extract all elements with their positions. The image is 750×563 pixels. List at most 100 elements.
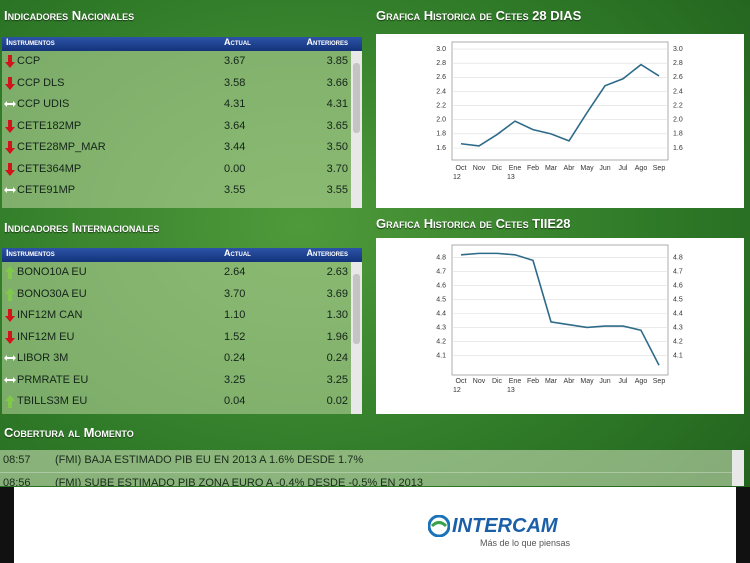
table-row: CCP UDIS 4.31 4.31 [2,94,362,116]
arrow-down [5,141,15,154]
plot-area [451,244,669,376]
column-header: Actual [224,248,251,258]
news-time: 08:56 [3,476,31,487]
y-tick-label: 4.7 [436,268,446,275]
actual-value: 3.64 [224,119,246,132]
y-tick-label-right: 2.2 [673,102,683,109]
previous-value: 2.63 [326,266,348,278]
instrument-name: TBILLS3M EU [17,395,88,407]
instrument-name: PRMRATE EU [17,373,89,386]
x-tick-label: Nov [473,378,486,385]
arrow-down [5,330,15,344]
actual-value: 0.04 [224,395,246,407]
y-tick-label: 4.5 [436,296,446,303]
trend-icon [5,395,15,408]
instrument-name: CCP DLS [17,76,65,89]
chart-title: Grafica Historica de Cetes TIIE28 [376,216,571,231]
y-tick-label: 2.2 [436,102,446,109]
section-title: Indicadores Nacionales [4,8,135,23]
y-tick-label: 4.1 [436,352,446,359]
instrument-name: INF12M EU [17,330,75,343]
table-row: CETE182MP 3.64 3.65 [2,116,362,138]
x-tick-label: Mar [545,378,558,385]
y-tick-label-right: 4.8 [673,254,683,261]
y-tick-label-right: 1.6 [673,145,683,152]
trend-icon [5,141,15,154]
trend-icon [4,101,16,107]
y-tick-label: 2.6 [436,74,446,81]
trend-icon [5,330,15,344]
y-tick-label-right: 4.7 [673,268,683,275]
x-tick-label: Ene [509,165,522,172]
table-row: BONO30A EU 3.70 3.69 [2,284,362,306]
arrow-down [5,55,15,68]
table-row: CETE28MP_MAR 3.44 3.50 [2,137,362,159]
arrow-flat [4,187,16,193]
instrument-name: CETE364MP [17,162,82,175]
y-tick-label-right: 4.5 [673,296,683,303]
news-list: 08:57 (FMI) BAJA ESTIMADO PIB EU EN 2013 … [0,450,744,486]
y-tick-label-right: 1.8 [673,131,683,138]
news-time: 08:57 [3,454,31,466]
year-label: 13 [507,174,515,181]
instrument-name: CETE91MP [17,184,76,196]
table-header: Instrumentos Actual Anteriores [2,248,362,262]
table-header: Instrumentos Actual Anteriores [2,37,362,51]
table-row: CCP DLS 3.58 3.66 [2,73,362,95]
previous-value: 3.50 [326,141,348,153]
trend-icon [5,119,15,133]
trend-icon [4,187,16,193]
year-label: 13 [507,387,515,394]
news-row: 08:57 (FMI) BAJA ESTIMADO PIB EU EN 2013 … [0,450,744,473]
trend-icon [5,76,15,90]
chart-panel: 4.1 4.1 4.2 4.2 4.3 4.3 4.4 4.4 4.5 4.5 4.6 4.6 4.7 4… [376,238,744,414]
year-label: 12 [453,174,461,181]
table-row: CETE364MP 0.00 3.70 [2,159,362,181]
arrow-flat [4,376,16,383]
news-row: 08:56 (FMI) SUBE ESTIMADO PIB ZONA EURO A… [0,473,744,487]
scrollbar[interactable] [351,51,362,208]
trend-icon [5,309,15,322]
table-row: INF12M CAN 1.10 1.30 [2,305,362,327]
y-tick-label-right: 4.6 [673,282,683,289]
x-tick-label: Feb [527,165,539,172]
section-title: Cobertura al Momento [4,425,134,440]
arrow-flat [4,101,16,107]
x-tick-label: Sep [653,165,666,172]
slogan: Más de lo que piensas [480,538,571,548]
arrow-down [5,119,15,133]
chart-panel: 1.6 1.6 1.8 1.8 2.0 2.0 2.2 2.2 2.4 2.4 2.6 2.6 2.8 2… [376,34,744,208]
actual-value: 1.10 [224,309,246,321]
actual-value: 0.24 [224,352,246,364]
national-table: Instrumentos Actual Anteriores CCP 3.67 3.85 C… [2,37,362,208]
x-tick-label: Abr [564,165,576,172]
actual-value: 1.52 [224,330,246,343]
table-row: PRMRATE EU 3.25 3.25 [2,370,362,392]
trend-icon [5,287,15,301]
instrument-name: BONO10A EU [17,266,87,278]
y-tick-label-right: 4.3 [673,324,683,331]
x-tick-label: Nov [473,165,486,172]
column-header: Actual [224,37,251,47]
x-tick-label: Sep [653,378,666,385]
arrow-up [5,287,15,301]
previous-value: 3.55 [326,184,348,196]
previous-value: 1.96 [326,330,348,343]
y-tick-label: 4.6 [436,282,446,289]
table-row: BONO10A EU 2.64 2.63 [2,262,362,284]
scrollbar[interactable] [732,450,744,486]
scroll-thumb [353,274,360,344]
data-line [460,63,660,147]
table-row: INF12M EU 1.52 1.96 [2,327,362,349]
trend-icon [4,376,16,383]
instrument-name: CETE182MP [17,119,82,132]
actual-value: 3.70 [224,287,246,300]
scrollbar[interactable] [351,262,362,414]
news-text: (FMI) BAJA ESTIMADO PIB EU EN 2013 A 1.6… [55,454,364,466]
column-header: Anteriores [306,37,348,47]
trend-icon [4,355,16,361]
table-row: CCP 3.67 3.85 [2,51,362,73]
actual-value: 3.67 [224,55,246,67]
arrow-up [5,395,15,408]
x-tick-label: Mar [545,165,558,172]
